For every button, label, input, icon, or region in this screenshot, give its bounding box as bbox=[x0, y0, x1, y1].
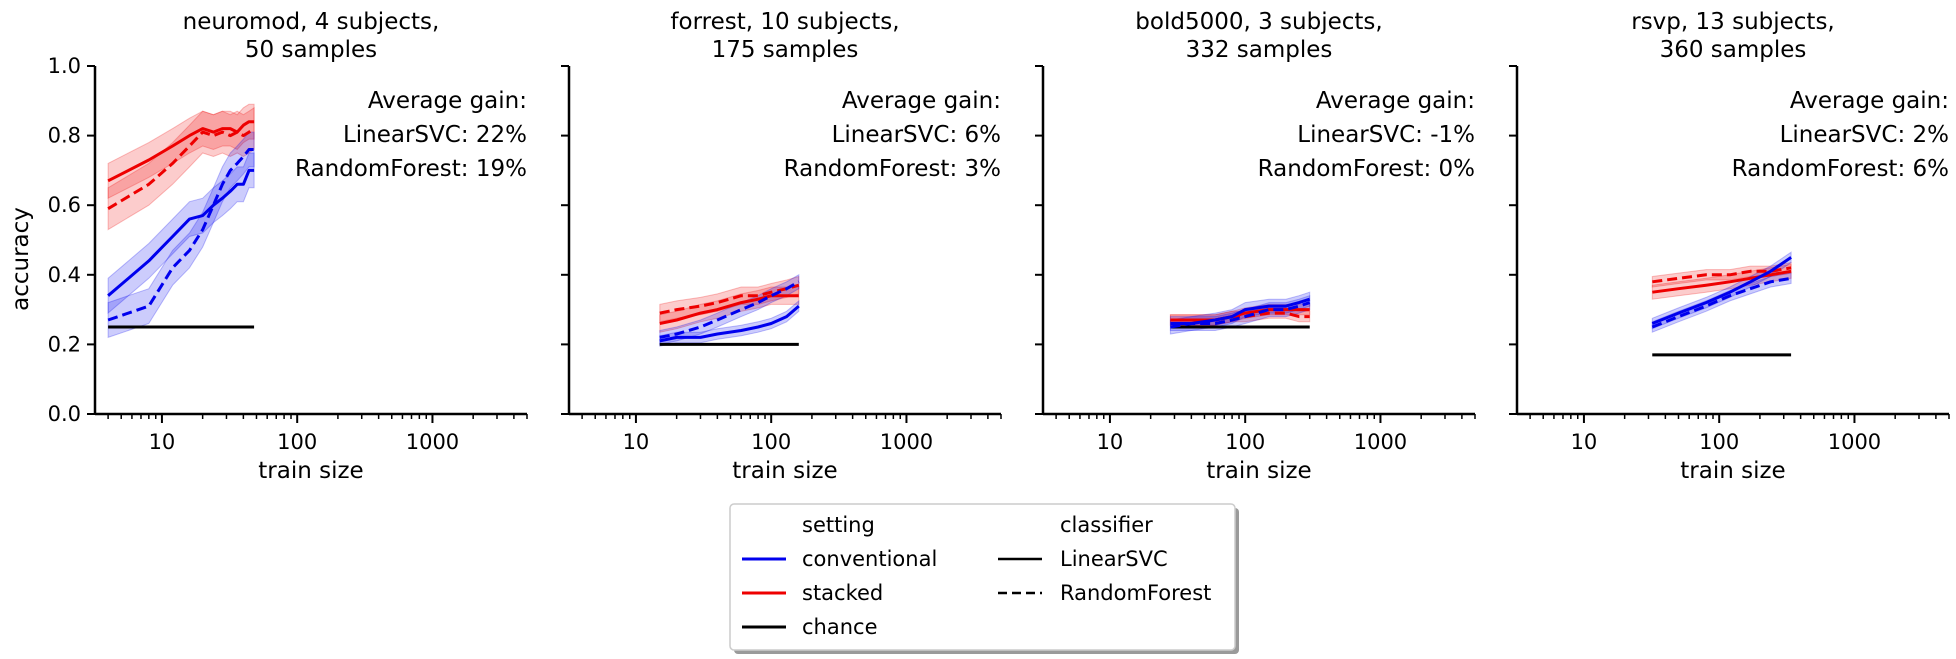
band-conventional-randomforest bbox=[659, 273, 800, 346]
y-tick-label: 0.8 bbox=[48, 124, 81, 148]
panel-0: neuromod, 4 subjects,50 samples 0.0 0.2 0.4… bbox=[48, 9, 528, 484]
panel-title-line1: bold5000, 3 subjects, bbox=[1135, 9, 1382, 35]
gain-title: Average gain: bbox=[1316, 88, 1475, 114]
band-stacked-linearsvc bbox=[107, 103, 255, 200]
gain-randomforest: RandomForest: 19% bbox=[295, 156, 527, 182]
x-axis-label: train size bbox=[258, 458, 363, 484]
gain-title: Average gain: bbox=[842, 88, 1001, 114]
gain-linearsvc: LinearSVC: -1% bbox=[1297, 122, 1475, 148]
panel-title-line1: neuromod, 4 subjects, bbox=[183, 9, 440, 35]
legend-frame bbox=[729, 503, 1236, 651]
line-stacked-linearsvc bbox=[1652, 269, 1792, 294]
x-tick-label: 100 bbox=[1225, 430, 1265, 454]
line-stacked-randomforest bbox=[1652, 266, 1792, 284]
x-tick-label: 1000 bbox=[1828, 430, 1881, 454]
line-stacked-linearsvc bbox=[659, 294, 799, 325]
panel-2: bold5000, 3 subjects,332 samples 10 100 100… bbox=[1035, 9, 1476, 484]
legend-chance-label: chance bbox=[802, 615, 878, 639]
legend-linearsvc-label: LinearSVC bbox=[1060, 547, 1168, 571]
y-tick-label: 0.2 bbox=[48, 332, 81, 356]
y-tick-label: 0.4 bbox=[48, 263, 81, 287]
x-tick-label: 10 bbox=[623, 430, 650, 454]
panel-title-line2: 175 samples bbox=[712, 37, 859, 63]
line-conventional-linearsvc bbox=[1170, 297, 1311, 325]
panel-1: forrest, 10 subjects,175 samples 10 100 100… bbox=[561, 9, 1002, 484]
panel-title-line1: forrest, 10 subjects, bbox=[670, 9, 899, 35]
line-conventional-linearsvc bbox=[659, 304, 800, 343]
band-conventional-linearsvc bbox=[107, 152, 255, 315]
panel-title-line1: rsvp, 13 subjects, bbox=[1631, 9, 1835, 35]
gain-linearsvc: LinearSVC: 2% bbox=[1780, 122, 1949, 148]
y-tick-label: 0.0 bbox=[48, 402, 81, 426]
gain-randomforest: RandomForest: 0% bbox=[1258, 156, 1475, 182]
gain-randomforest: RandomForest: 6% bbox=[1732, 156, 1949, 182]
legend-stacked-label: stacked bbox=[802, 581, 883, 605]
legend-randomforest-label: RandomForest bbox=[1060, 581, 1211, 605]
line-conventional-linearsvc bbox=[1651, 256, 1792, 325]
x-axis-label: train size bbox=[732, 458, 837, 484]
x-axis-label: train size bbox=[1680, 458, 1785, 484]
band-stacked-randomforest bbox=[659, 275, 800, 323]
panel-title-line2: 360 samples bbox=[1660, 37, 1807, 63]
legend: setting classifier conventional stacked … bbox=[729, 503, 1239, 654]
line-stacked-linearsvc bbox=[107, 120, 255, 183]
x-axis-label: train size bbox=[1206, 458, 1311, 484]
band-conventional-linearsvc bbox=[659, 299, 800, 347]
line-stacked-randomforest bbox=[659, 283, 800, 315]
gain-linearsvc: LinearSVC: 22% bbox=[343, 122, 527, 148]
panels: neuromod, 4 subjects,50 samples 0.0 0.2 0.4… bbox=[48, 9, 1950, 484]
x-tick-label: 1000 bbox=[1354, 430, 1407, 454]
gain-randomforest: RandomForest: 3% bbox=[784, 156, 1001, 182]
band-stacked-randomforest bbox=[107, 106, 255, 231]
x-tick-label: 100 bbox=[277, 430, 317, 454]
line-conventional-linearsvc bbox=[107, 168, 255, 297]
x-tick-label: 1000 bbox=[880, 430, 933, 454]
line-conventional-randomforest bbox=[1170, 301, 1311, 329]
panel-title-line2: 332 samples bbox=[1186, 37, 1333, 63]
legend-conventional-label: conventional bbox=[802, 547, 937, 571]
gain-title: Average gain: bbox=[368, 88, 527, 114]
band-conventional-randomforest bbox=[107, 131, 255, 339]
line-conventional-randomforest bbox=[107, 148, 255, 322]
y-tick-label: 0.6 bbox=[48, 193, 81, 217]
line-stacked-randomforest bbox=[107, 127, 255, 210]
y-tick-label: 1.0 bbox=[48, 54, 81, 78]
x-tick-label: 10 bbox=[1571, 430, 1598, 454]
x-tick-label: 1000 bbox=[406, 430, 459, 454]
line-stacked-linearsvc bbox=[1170, 308, 1310, 322]
y-axis-label: accuracy bbox=[8, 207, 34, 311]
legend-setting-title: setting bbox=[802, 513, 875, 537]
legend-classifier-title: classifier bbox=[1060, 513, 1153, 537]
panel-3: rsvp, 13 subjects,360 samples 10 100 1000 tr… bbox=[1509, 9, 1950, 484]
line-conventional-randomforest bbox=[1651, 276, 1792, 329]
x-tick-label: 100 bbox=[1699, 430, 1739, 454]
x-tick-label: 10 bbox=[1097, 430, 1124, 454]
x-tick-label: 10 bbox=[149, 430, 176, 454]
panel-title-line2: 50 samples bbox=[245, 37, 377, 63]
x-tick-label: 100 bbox=[751, 430, 791, 454]
gain-linearsvc: LinearSVC: 6% bbox=[832, 122, 1001, 148]
gain-title: Average gain: bbox=[1790, 88, 1949, 114]
